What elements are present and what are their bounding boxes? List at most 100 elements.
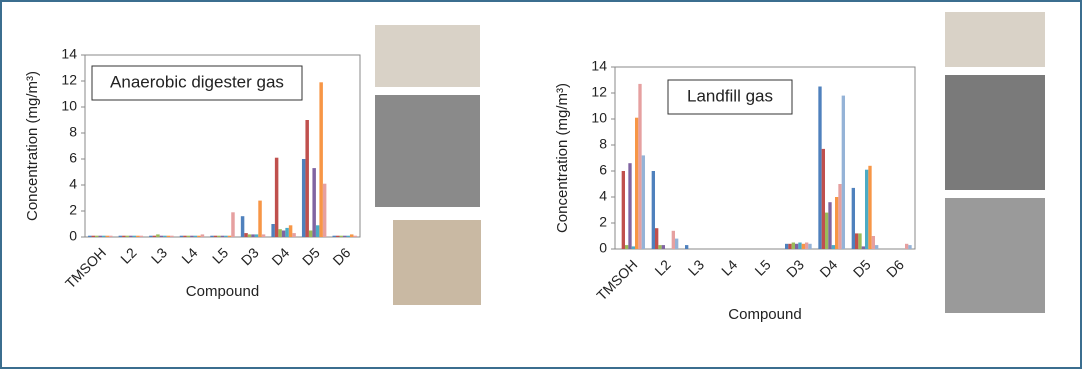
y-tick-label: 0: [69, 228, 77, 244]
bar: [805, 243, 808, 250]
bar: [258, 201, 261, 237]
bar: [106, 236, 109, 237]
bar: [122, 236, 125, 237]
bar: [285, 228, 288, 237]
chart-title: Landfill gas: [687, 86, 773, 105]
bar: [353, 236, 356, 237]
sem-image: [375, 95, 480, 207]
bar: [271, 224, 274, 237]
bar: [350, 234, 353, 237]
y-tick-label: 14: [591, 58, 607, 74]
bar: [323, 184, 326, 237]
bar: [818, 87, 821, 250]
bar: [241, 216, 244, 237]
bar: [190, 236, 193, 237]
bar: [628, 163, 631, 249]
bar: [832, 245, 835, 249]
bar: [872, 236, 875, 249]
bar: [201, 234, 204, 237]
bar: [136, 236, 139, 237]
bar: [180, 236, 183, 237]
y-tick-label: 6: [599, 162, 607, 178]
bar: [102, 236, 105, 237]
y-tick-label: 8: [599, 136, 607, 152]
bar: [343, 236, 346, 237]
bar: [905, 244, 908, 249]
bar: [908, 245, 911, 249]
bar: [228, 236, 231, 237]
bar: [197, 236, 200, 237]
bar: [305, 120, 308, 237]
bar: [808, 244, 811, 249]
bar: [109, 236, 112, 237]
bar: [795, 244, 798, 249]
bar: [282, 231, 285, 238]
bar: [248, 234, 251, 237]
sem-image: [945, 198, 1045, 313]
bar: [336, 236, 339, 237]
bar: [316, 225, 319, 237]
bar: [289, 225, 292, 237]
bar: [825, 213, 828, 249]
bar: [140, 236, 143, 237]
bar: [802, 244, 805, 249]
bar: [183, 236, 186, 237]
bar: [221, 236, 224, 237]
bar: [255, 234, 258, 237]
bar: [278, 229, 281, 237]
bar: [160, 236, 163, 237]
bar: [126, 236, 129, 237]
y-tick-label: 12: [61, 72, 77, 88]
y-axis-label: Concentration (mg/m³): [24, 71, 41, 221]
bar: [852, 188, 855, 249]
bar: [632, 246, 635, 249]
bar: [858, 233, 861, 249]
bar: [339, 236, 342, 237]
bar: [625, 245, 628, 249]
bar: [231, 212, 234, 237]
bar: [319, 82, 322, 237]
bar: [302, 159, 305, 237]
bar: [214, 236, 217, 237]
bar: [842, 96, 845, 249]
bar: [194, 236, 197, 237]
y-tick-label: 8: [69, 124, 77, 140]
bar: [153, 236, 156, 237]
bar: [312, 168, 315, 237]
photo-connector: [945, 12, 1045, 67]
bar: [163, 236, 166, 237]
bar: [217, 236, 220, 237]
bar: [862, 246, 865, 249]
bar: [798, 243, 801, 250]
bar: [170, 236, 173, 237]
bar: [655, 228, 658, 249]
bar: [346, 236, 349, 237]
bar: [333, 236, 336, 237]
bar: [622, 171, 625, 249]
photo-connector: [375, 25, 480, 87]
y-axis-label: Concentration (mg/m³): [554, 83, 571, 233]
bar: [875, 245, 878, 249]
bar: [685, 245, 688, 249]
bar: [309, 231, 312, 238]
bar: [835, 197, 838, 249]
bar: [149, 236, 152, 237]
bar: [652, 171, 655, 249]
photo-deposits: [393, 220, 481, 305]
bar: [129, 236, 132, 237]
bar: [672, 231, 675, 249]
frame: [1, 1, 1081, 368]
x-axis-label: Compound: [728, 306, 801, 323]
y-tick-label: 0: [599, 240, 607, 256]
figure: 02468101214TMSOHL2L3L4L5D3D4D5D6Compound…: [0, 0, 1082, 369]
bar: [251, 234, 254, 237]
bar: [792, 243, 795, 250]
bar: [119, 236, 122, 237]
bar: [642, 155, 645, 249]
y-tick-label: 4: [69, 176, 77, 192]
bar: [662, 245, 665, 249]
bar: [638, 84, 641, 249]
y-tick-label: 12: [591, 84, 607, 100]
bar: [167, 236, 170, 237]
bar: [244, 233, 247, 237]
